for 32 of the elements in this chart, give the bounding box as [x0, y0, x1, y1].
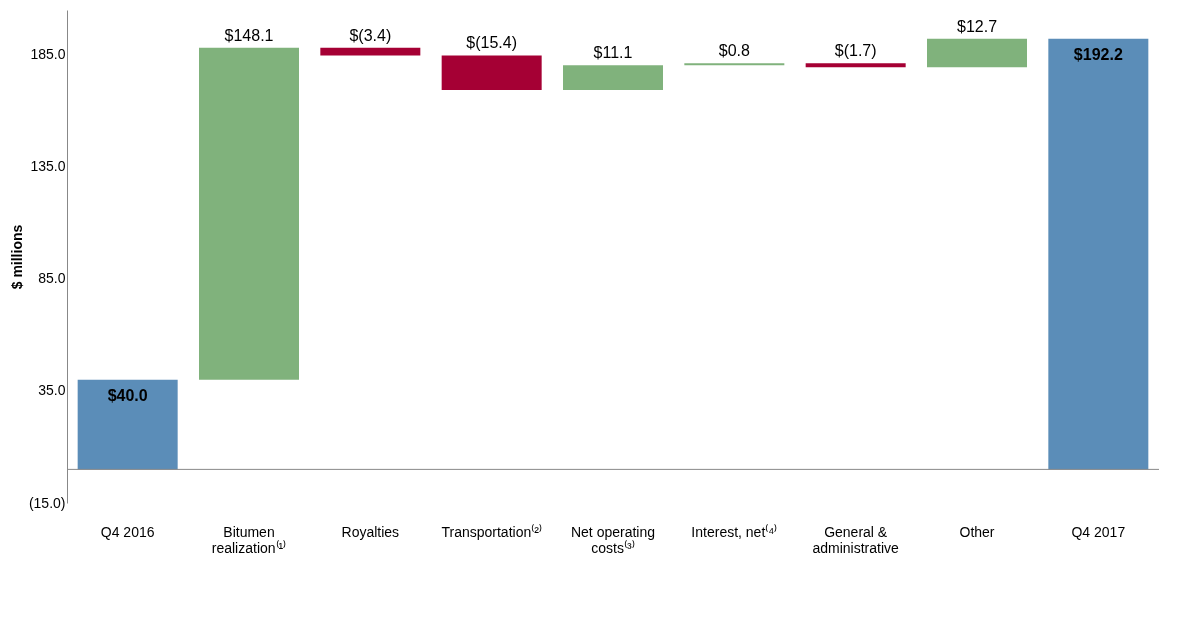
x-tick-label: Q4 2017 — [1071, 523, 1126, 540]
data-label: $12.7 — [956, 17, 998, 35]
y-tick-label: (15.0) — [28, 494, 66, 511]
x-tick-label: Bitumen realization⁽¹⁾ — [211, 523, 287, 556]
x-tick-label: Q4 2016 — [100, 523, 155, 540]
x-tick-label: Net operating costs⁽³⁾ — [570, 523, 656, 556]
bar — [199, 47, 299, 380]
x-tick-label: Interest, net⁽⁴⁾ — [691, 523, 778, 540]
y-tick-label: 85.0 — [38, 270, 66, 287]
bar — [927, 38, 1027, 68]
data-label: $40.0 — [107, 386, 148, 404]
x-tick-label: Transportation⁽²⁾ — [441, 523, 542, 540]
y-tick-label: 185.0 — [30, 46, 66, 63]
bar — [77, 379, 178, 470]
bar — [441, 55, 542, 90]
bar — [320, 47, 421, 56]
data-label: $(15.4) — [466, 34, 518, 52]
data-label: $148.1 — [224, 26, 274, 44]
data-label: $0.8 — [718, 42, 751, 60]
y-axis-title: $ millions — [8, 224, 25, 290]
data-label: $11.1 — [593, 44, 633, 62]
data-label: $(3.4) — [349, 26, 392, 44]
x-tick-label: Royalties — [341, 523, 400, 540]
y-tick-label: 135.0 — [30, 158, 66, 175]
bar — [1048, 38, 1149, 470]
data-label: $(1.7) — [834, 42, 877, 60]
bar — [805, 63, 906, 68]
x-tick-label: Other — [959, 523, 995, 540]
y-tick-label: 35.0 — [38, 382, 66, 399]
data-label: $192.2 — [1073, 45, 1123, 63]
x-tick-label: General & administrative — [812, 523, 900, 556]
bar — [563, 65, 663, 90]
